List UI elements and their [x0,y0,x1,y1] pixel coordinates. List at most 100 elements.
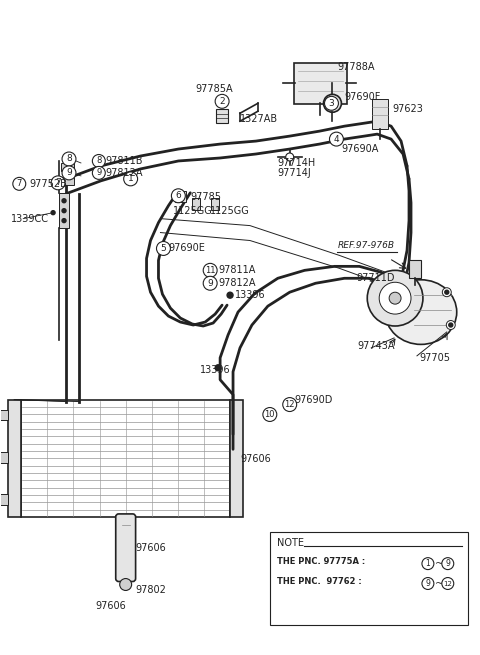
Text: 97752B: 97752B [29,179,67,189]
Text: NOTE: NOTE [277,538,304,548]
Text: 1339CC: 1339CC [12,214,49,223]
Bar [372,100,388,129]
Circle shape [51,176,65,190]
Text: 3: 3 [329,99,335,108]
Text: 9: 9 [96,168,101,178]
Text: 1327AB: 1327AB [240,114,278,124]
Circle shape [171,189,185,203]
FancyBboxPatch shape [294,62,348,104]
Circle shape [449,323,453,327]
Circle shape [283,398,297,411]
Circle shape [124,172,138,186]
Circle shape [92,155,105,168]
Text: 7: 7 [17,179,22,189]
Circle shape [92,166,105,179]
Bar [175,191,186,202]
Bar [61,163,74,171]
Text: 97812A: 97812A [218,278,256,288]
Text: 9: 9 [425,579,431,588]
Text: 97690F: 97690F [344,92,381,102]
Circle shape [445,290,449,294]
Circle shape [215,94,229,108]
Text: 7: 7 [55,178,61,187]
Text: 97785A: 97785A [195,84,233,94]
Text: 12: 12 [285,400,295,409]
Text: 1125GG: 1125GG [173,206,213,215]
Text: 97811A: 97811A [218,265,255,275]
Text: 97606: 97606 [240,454,271,464]
Circle shape [62,219,66,223]
Text: 97811B: 97811B [106,156,144,166]
Circle shape [330,133,342,145]
Circle shape [120,578,132,590]
Text: 97606: 97606 [96,601,127,611]
Text: 97690D: 97690D [295,394,333,405]
Circle shape [287,402,293,407]
Text: 97714J: 97714J [278,168,312,178]
Circle shape [62,166,76,180]
Bar [21,400,230,517]
Circle shape [286,153,294,161]
Text: 10: 10 [264,410,275,419]
Bar [0,494,8,505]
Circle shape [442,578,454,590]
Circle shape [215,365,221,371]
FancyBboxPatch shape [270,532,468,626]
Circle shape [203,263,217,277]
Text: ~: ~ [435,578,444,588]
Text: 97690E: 97690E [168,244,205,253]
Text: 97788A: 97788A [337,62,375,71]
Text: 97606: 97606 [136,543,167,553]
Text: 6: 6 [176,191,181,200]
Circle shape [422,557,434,570]
Ellipse shape [385,280,457,345]
Text: 13396: 13396 [235,290,265,300]
Bar [59,193,69,227]
Circle shape [51,211,55,215]
Circle shape [446,320,455,329]
Circle shape [442,557,454,570]
Circle shape [443,288,451,297]
Text: 12: 12 [444,580,452,586]
Circle shape [227,292,233,298]
Circle shape [13,178,26,191]
Bar [0,409,8,421]
Circle shape [207,267,213,273]
Bar [61,177,74,185]
Text: 97623: 97623 [392,104,423,114]
Text: 97743A: 97743A [357,341,395,351]
Text: REF.97-976B: REF.97-976B [337,242,395,250]
Circle shape [367,271,423,326]
Circle shape [324,96,338,110]
Bar [230,400,243,517]
Text: 9: 9 [207,279,213,288]
Text: 8: 8 [96,157,101,166]
Circle shape [159,246,166,252]
Text: 11: 11 [205,266,216,275]
Text: 97705: 97705 [419,353,450,363]
Circle shape [324,94,341,112]
Circle shape [329,132,343,146]
Text: 97690A: 97690A [341,144,379,154]
Text: 97802: 97802 [136,586,167,595]
Text: 97714H: 97714H [278,158,316,168]
Circle shape [422,578,434,590]
Circle shape [156,242,170,255]
Circle shape [263,407,277,421]
Text: 97711D: 97711D [356,273,395,283]
Text: 2: 2 [219,97,225,106]
Text: 1125GG: 1125GG [210,206,250,215]
Text: 1: 1 [426,559,430,568]
FancyBboxPatch shape [116,514,136,582]
Text: 8: 8 [66,155,72,164]
Bar [216,109,228,123]
Circle shape [62,152,76,166]
Text: 9: 9 [445,559,450,568]
Text: ~: ~ [435,559,444,569]
Bar [409,261,421,278]
Circle shape [62,198,66,203]
Text: 97812A: 97812A [106,168,144,178]
Circle shape [203,276,217,290]
Text: THE PNC.  97762 :: THE PNC. 97762 : [277,576,361,586]
Text: 4: 4 [334,134,339,143]
